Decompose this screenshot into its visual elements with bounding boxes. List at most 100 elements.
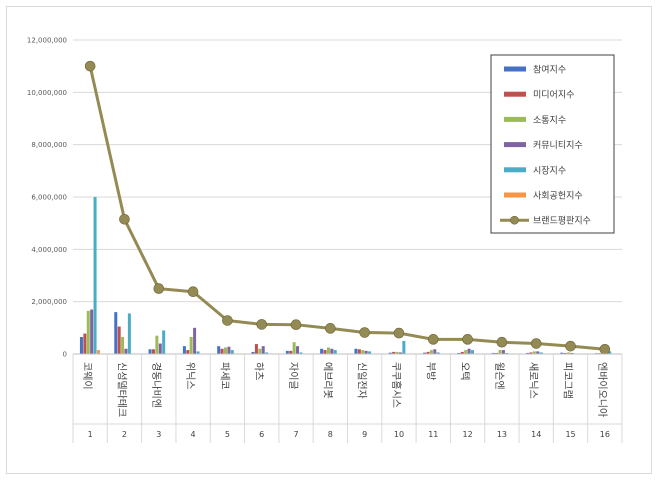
legend-swatch-5	[504, 167, 526, 173]
bar-4-6	[261, 346, 265, 354]
category-label-16: 엔바이오니아	[596, 362, 608, 417]
bar-5-7	[299, 352, 303, 354]
bar-3-6	[258, 348, 262, 354]
bar-4-1	[90, 309, 94, 354]
bar-4-10	[398, 352, 402, 354]
trend-point-3	[153, 283, 165, 294]
category-label-1: 코웨이	[81, 362, 93, 390]
trend-line-path	[88, 65, 605, 351]
trend-point-7	[290, 319, 302, 330]
y-tick-label: 8,000,000	[31, 141, 67, 149]
bar-6-1	[96, 350, 100, 354]
legend-label-7: 브랜드평판지수	[533, 216, 591, 227]
bar-2-5	[220, 348, 224, 354]
trend-point-12	[462, 334, 473, 345]
category-label-2: 신성델타테크	[115, 362, 127, 417]
bar-1-4	[182, 346, 186, 354]
bar-3-12	[464, 350, 468, 354]
bar-5-1	[93, 197, 97, 354]
bar-3-13	[498, 350, 502, 354]
category-label-12: 오텍	[459, 362, 471, 380]
bar-5-8	[333, 350, 337, 354]
bar-2-13	[495, 352, 499, 354]
bar-5-6	[265, 352, 269, 354]
category-number-8: 8	[328, 430, 333, 439]
bar-1-12	[457, 352, 461, 354]
bar-4-3	[158, 343, 162, 354]
bar-3-15	[567, 352, 571, 354]
bar-2-9	[357, 349, 361, 354]
bar-1-5	[217, 346, 221, 354]
trend-point-15	[565, 340, 576, 352]
bar-2-1	[83, 333, 87, 354]
category-number-1: 1	[88, 430, 93, 439]
trend-point-8	[325, 323, 336, 334]
trend-point-1	[84, 60, 96, 72]
bar-2-8	[323, 350, 327, 354]
y-tick-label: 6,000,000	[31, 194, 67, 202]
trend-point-16	[599, 343, 611, 355]
category-number-6: 6	[259, 430, 264, 439]
bar-1-10	[388, 352, 392, 354]
bar-1-3	[148, 349, 152, 354]
category-label-4: 위닉스	[184, 362, 197, 390]
trend-point-10	[393, 327, 405, 339]
category-label-5: 파세코	[218, 362, 230, 390]
bar-3-11	[429, 350, 433, 354]
bar-4-15	[570, 352, 574, 354]
legend-label-4: 커뮤니티지수	[533, 140, 583, 151]
bar-1-1	[79, 336, 83, 354]
bar-4-5	[227, 346, 231, 354]
trend-point-2	[119, 213, 130, 225]
trend-point-14	[530, 338, 542, 349]
bar-3-4	[189, 336, 193, 354]
trend-point-9	[359, 327, 370, 338]
bar-5-9	[368, 351, 372, 354]
bar-4-8	[330, 348, 334, 354]
category-label-7: 자이글	[287, 362, 299, 390]
category-label-11: 부방	[424, 362, 436, 380]
bar-3-14	[532, 351, 536, 354]
trend-point-11	[427, 334, 439, 345]
bar-1-9	[354, 348, 358, 354]
bar-2-6	[254, 344, 258, 354]
legend-swatch-4	[504, 142, 526, 148]
bar-1-6	[251, 351, 255, 354]
bar-1-15	[560, 352, 564, 354]
bar-5-4	[196, 351, 200, 354]
bar-3-7	[292, 342, 296, 354]
bar-2-4	[186, 350, 190, 354]
bar-3-3	[155, 335, 159, 354]
legend-label-6: 사회공헌지수	[533, 191, 583, 202]
bar-5-5	[230, 350, 234, 354]
y-tick-label: 10,000,000	[27, 89, 67, 97]
y-tick-label: 2,000,000	[31, 298, 67, 306]
bar-2-15	[563, 352, 567, 354]
bar-5-10	[402, 340, 406, 354]
y-tick-label: 12,000,000	[27, 37, 67, 45]
bar-4-11	[433, 349, 437, 354]
bar-2-2	[117, 326, 121, 354]
x-axis: 코웨이 1 신성델타테크 2 경동나비엔 3 위닉스 4 파세코 5 하츠 6 자이글 7 에브리봇 8 신일전…	[72, 353, 623, 443]
bar-5-13	[505, 352, 509, 354]
legend-label-2: 미디어지수	[533, 90, 574, 101]
category-label-6: 하츠	[253, 362, 266, 380]
category-number-7: 7	[293, 430, 298, 439]
trend-line	[84, 60, 611, 355]
bar-5-11	[436, 352, 440, 354]
category-number-13: 13	[497, 430, 507, 439]
trend-point-6	[256, 319, 268, 330]
bar-2-7	[289, 350, 293, 354]
category-number-16: 16	[600, 430, 610, 439]
bar-2-11	[426, 351, 430, 354]
category-number-2: 2	[122, 430, 127, 439]
bar-2-10	[392, 351, 396, 354]
category-number-3: 3	[156, 430, 161, 439]
bar-1-11	[423, 352, 427, 354]
bar-4-14	[536, 351, 540, 354]
category-number-9: 9	[362, 430, 367, 439]
bar-3-5	[224, 347, 228, 354]
category-label-3: 경동나비엔	[150, 362, 163, 408]
category-number-12: 12	[463, 430, 473, 439]
